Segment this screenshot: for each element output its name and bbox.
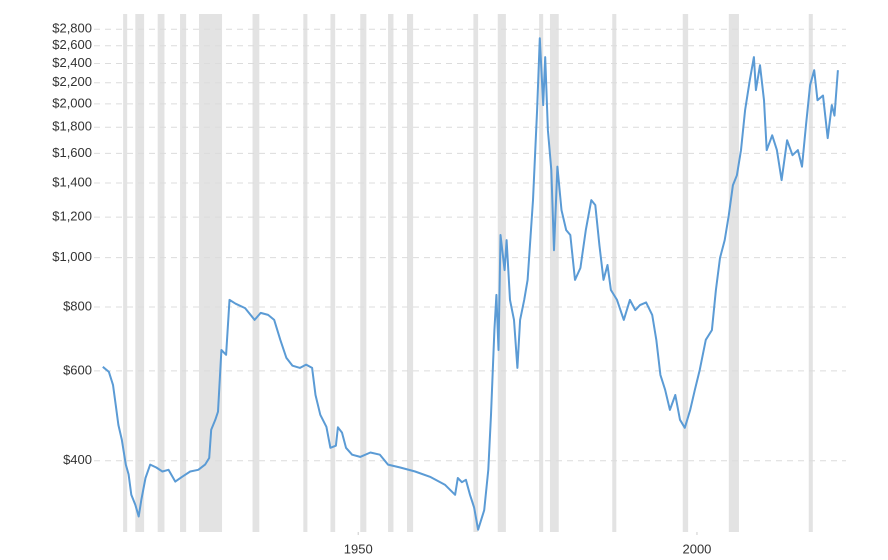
y-tick-label: $600 [63,362,92,377]
shaded-period [473,14,479,532]
x-tick-label: 1950 [344,541,373,556]
y-tick-label: $1,000 [52,249,92,264]
shaded-period [330,14,336,532]
x-tick-label: 2000 [682,541,711,556]
shaded-period [406,14,414,532]
y-tick-label: $1,800 [52,119,92,134]
shaded-period [157,14,165,532]
shaded-period [303,14,308,532]
shaded-period [728,14,739,532]
y-tick-label: $1,400 [52,174,92,189]
shaded-period [135,14,145,532]
shaded-period [123,14,128,532]
y-tick-label: $2,200 [52,74,92,89]
y-tick-label: $2,400 [52,55,92,70]
y-tick-label: $2,800 [52,21,92,36]
y-tick-label: $1,200 [52,209,92,224]
shaded-period [682,14,689,532]
shaded-period [360,14,367,532]
shaded-period [539,14,544,532]
y-tick-label: $400 [63,452,92,467]
y-tick-label: $1,600 [52,145,92,160]
shaded-period [808,14,813,532]
y-tick-label: $2,000 [52,95,92,110]
y-tick-label: $2,600 [52,37,92,52]
shaded-period [199,14,223,532]
shaded-period [612,14,617,532]
shaded-period [180,14,187,532]
shaded-period [497,14,506,532]
shaded-period [549,14,559,532]
shaded-period [388,14,394,532]
price-line [102,37,839,531]
y-tick-label: $800 [63,298,92,313]
shaded-period [252,14,260,532]
